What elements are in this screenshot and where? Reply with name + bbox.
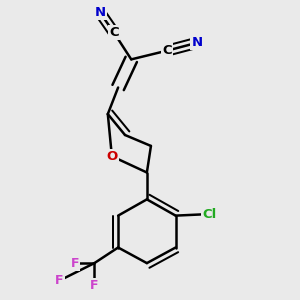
Text: F: F: [71, 256, 79, 270]
Text: N: N: [94, 6, 106, 19]
Text: O: O: [106, 150, 118, 163]
Text: F: F: [55, 274, 64, 287]
Text: N: N: [191, 36, 203, 49]
Text: C: C: [162, 44, 172, 57]
Text: C: C: [109, 26, 119, 39]
Text: F: F: [90, 279, 99, 292]
Text: Cl: Cl: [202, 208, 217, 220]
